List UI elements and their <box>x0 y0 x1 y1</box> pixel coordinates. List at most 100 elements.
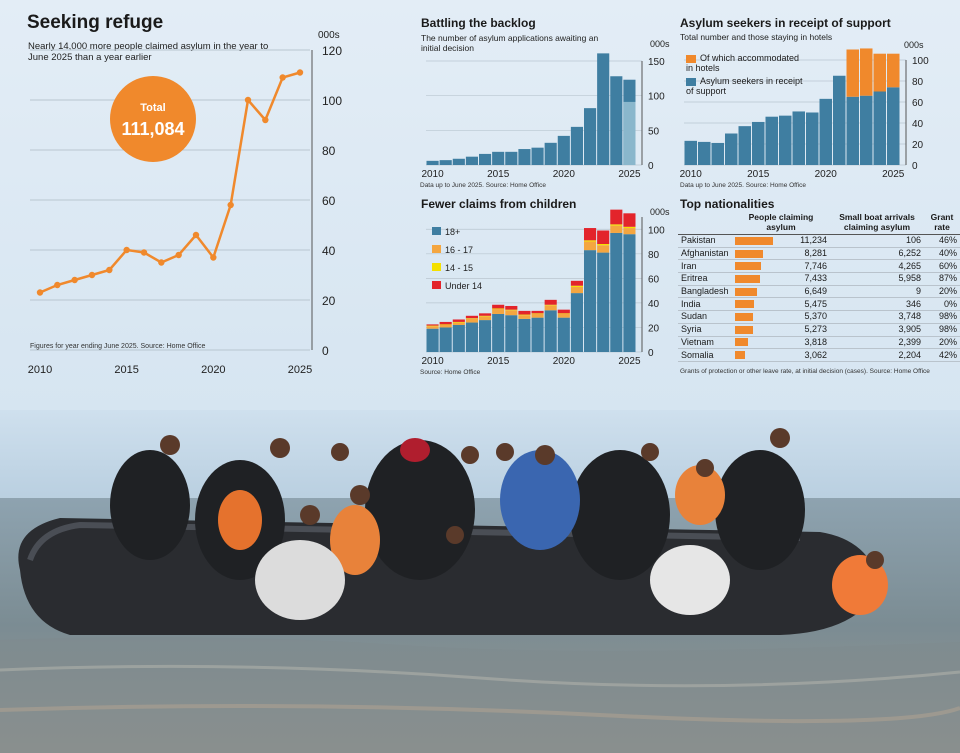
nationality-country: Afghanistan <box>678 247 732 261</box>
support-bar <box>833 75 846 165</box>
support-bar <box>725 133 738 165</box>
children-bar-Under14 <box>518 310 531 315</box>
support-bar-hotels <box>860 48 873 96</box>
support-bar <box>873 91 886 165</box>
children-bar-Under14 <box>452 319 465 322</box>
nationality-country: Syria <box>678 323 732 337</box>
support-bar <box>806 112 819 165</box>
nationality-people: 7,746 <box>776 259 830 274</box>
backlog-ytick-label: 150 <box>648 57 665 68</box>
backlog-ytick-label: 50 <box>648 126 660 137</box>
nationality-boats: 6,252 <box>830 247 924 261</box>
claims-data-point <box>36 289 44 296</box>
nationality-boats: 3,748 <box>830 310 924 324</box>
support-bar <box>846 96 859 165</box>
children-bar-16-17 <box>610 225 623 233</box>
nationalities-title: Top nationalities <box>680 197 775 211</box>
children-bar-16-17 <box>557 313 570 318</box>
children-legend-swatch <box>432 227 441 235</box>
children-legend-label: 16 - 17 <box>445 245 473 255</box>
backlog-bar <box>452 158 465 165</box>
claims-ytick-label: 40 <box>322 244 336 258</box>
support-bar <box>779 115 792 165</box>
children-bar-16-17 <box>570 286 583 294</box>
backlog-title: Battling the backlog <box>421 16 536 30</box>
backlog-yaxis-unit: 000s <box>650 39 670 49</box>
children-bar-Under14 <box>597 230 610 244</box>
nationality-bar <box>732 348 776 362</box>
claims-data-point <box>227 201 234 209</box>
nationality-grant: 42% <box>924 348 960 362</box>
nationality-people: 3,062 <box>776 348 830 362</box>
children-bar-14-15 <box>479 315 492 317</box>
nationality-row: Vietnam 3,818 2,399 20% <box>678 336 960 350</box>
support-bar <box>819 98 832 165</box>
support-yaxis-unit: 000s <box>904 40 924 50</box>
nationality-row: Pakistan 11,234 106 46% <box>678 234 960 248</box>
children-bar-16-17 <box>426 326 439 329</box>
support-note: Data up to June 2025. Source: Home Offic… <box>680 182 806 189</box>
children-bar-14-15 <box>426 325 439 327</box>
children-legend-swatch <box>432 281 441 289</box>
nationality-bar-fill <box>735 351 746 360</box>
claims-series-line <box>39 71 301 294</box>
children-bar-14-15 <box>584 240 597 242</box>
nationality-people: 8,281 <box>776 247 830 261</box>
nationality-country: Iran <box>678 259 732 274</box>
children-bar-14-15 <box>610 224 623 226</box>
nationality-boats: 9 <box>830 285 924 299</box>
claims-xtick-label: 2015 <box>114 364 138 376</box>
claims-data-point <box>123 246 130 254</box>
children-bar-16-17 <box>492 309 505 314</box>
nationality-country: Sudan <box>678 310 732 324</box>
children-title: Fewer claims from children <box>421 197 577 211</box>
children-xtick-label: 2020 <box>553 356 576 367</box>
claims-data-point <box>279 74 286 81</box>
claims-xtick-label: 2010 <box>28 364 52 376</box>
children-ytick-label: 60 <box>648 274 660 285</box>
backlog-note: Data up to June 2025. Source: Home Offic… <box>420 182 546 189</box>
nationality-row: Syria 5,273 3,905 98% <box>678 323 960 337</box>
col-boats: Small boat arrivals claiming asylum <box>830 212 924 235</box>
children-bar-18+ <box>492 313 505 352</box>
nationality-people: 6,649 <box>776 285 830 299</box>
children-bar-18+ <box>452 325 465 352</box>
nationality-boats: 2,399 <box>830 336 924 350</box>
support-bar-hotels <box>887 53 900 88</box>
nationality-bar-fill <box>735 274 761 283</box>
backlog-bar-latest <box>623 101 636 165</box>
children-bar-Under14 <box>531 310 544 314</box>
backlog-xtick-label: 2015 <box>487 169 510 180</box>
nationality-country: Bangladesh <box>678 285 732 299</box>
children-bar-14-15 <box>439 324 452 325</box>
nationality-bar <box>732 297 776 312</box>
children-bar-Under14 <box>439 321 452 325</box>
children-bar-16-17 <box>531 313 544 318</box>
children-bar-18+ <box>439 327 452 352</box>
claims-data-point <box>71 276 78 284</box>
nationality-row: Eritrea 7,433 5,958 87% <box>678 272 960 286</box>
total-callout-label: Total <box>140 102 165 114</box>
nationality-grant: 20% <box>924 285 960 299</box>
children-legend-label: Under 14 <box>445 281 482 291</box>
children-bar-16-17 <box>439 325 452 328</box>
children-legend-swatch <box>432 245 441 253</box>
support-bar-chart: 0 20 40 60 80 100 000s 2010 2015 2020 2025 Data up … <box>680 40 929 189</box>
nationality-bar <box>732 247 776 261</box>
backlog-bar <box>557 135 570 165</box>
claims-line-chart: 0 20 40 60 80 100 120 000s 2010 2015 2020 2025 Total… <box>28 30 343 376</box>
page-subtitle: Nearly 14,000 more people claimed asylum… <box>28 41 269 63</box>
nationality-row: Sudan 5,370 3,748 98% <box>678 310 960 324</box>
claims-ytick-label: 100 <box>322 94 342 108</box>
backlog-bar <box>544 142 557 165</box>
support-bar <box>752 121 765 165</box>
support-ytick-label: 40 <box>912 119 924 130</box>
nationality-grant: 40% <box>924 247 960 261</box>
claims-data-point <box>175 251 182 259</box>
children-bar-chart: 0 20 40 60 80 100 000s 18+ 16 - 17 14 - 15 Under 1… <box>420 207 670 376</box>
children-legend-swatch <box>432 263 441 271</box>
children-bar-18+ <box>465 322 478 352</box>
children-bar-18+ <box>531 317 544 352</box>
backlog-bar-chart: 0 50 100 150 000s 2010 2015 2020 2025 Data up to … <box>420 39 670 189</box>
support-xtick-label: 2025 <box>882 169 905 180</box>
